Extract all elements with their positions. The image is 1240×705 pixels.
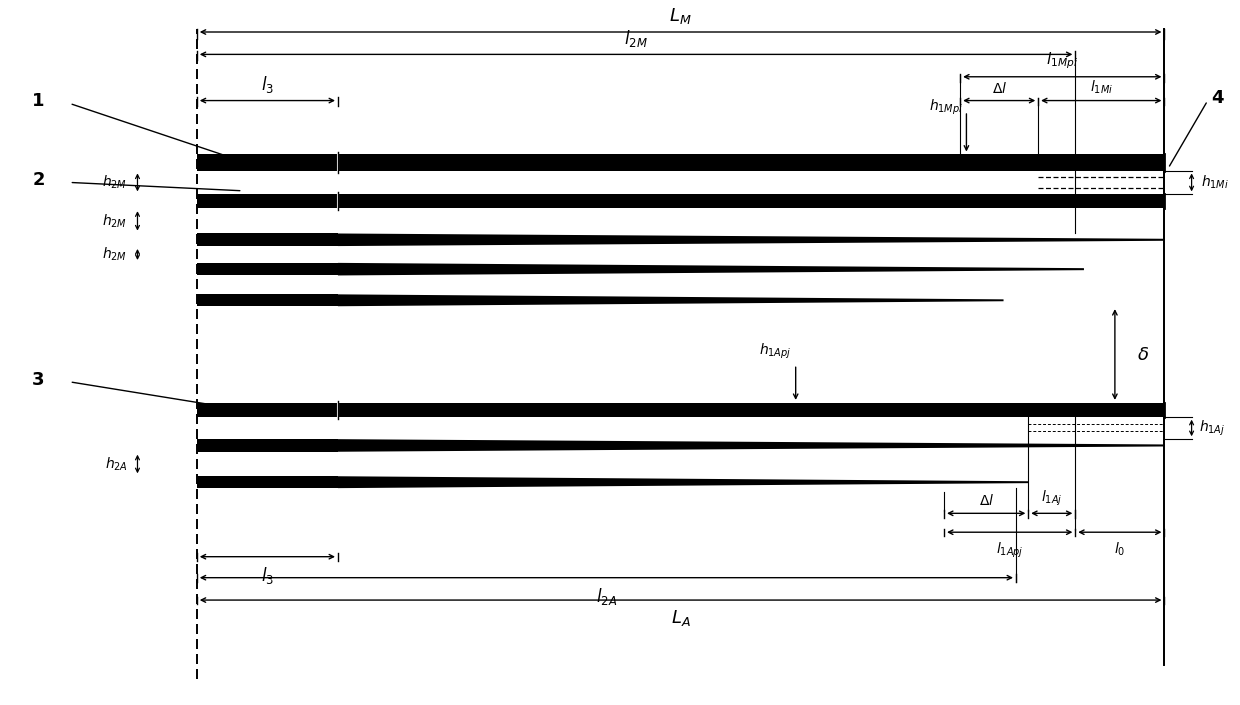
Text: $l_{1Mi}$: $l_{1Mi}$: [1090, 78, 1112, 96]
Text: 2: 2: [32, 171, 45, 190]
Text: $l_{2M}$: $l_{2M}$: [624, 27, 649, 49]
Text: $L_M$: $L_M$: [670, 6, 692, 26]
Text: $h_{2M}$: $h_{2M}$: [103, 212, 128, 230]
Text: 1: 1: [32, 92, 45, 109]
Text: $l_0$: $l_0$: [1115, 541, 1126, 558]
Text: $\Delta l$: $\Delta l$: [992, 80, 1007, 96]
Text: $h_{1Aj}$: $h_{1Aj}$: [1199, 418, 1225, 438]
Text: $h_{1Apj}$: $h_{1Apj}$: [759, 341, 792, 361]
Polygon shape: [197, 403, 1164, 417]
Text: 3: 3: [32, 371, 45, 388]
Text: $\delta$: $\delta$: [1137, 345, 1149, 364]
Text: $l_3$: $l_3$: [260, 565, 274, 586]
Polygon shape: [197, 263, 339, 276]
Text: $l_{1Mpi}$: $l_{1Mpi}$: [1047, 51, 1079, 71]
Polygon shape: [339, 477, 1028, 488]
Text: 4: 4: [1211, 90, 1224, 107]
Polygon shape: [339, 233, 1164, 246]
Polygon shape: [197, 439, 339, 452]
Text: $l_3$: $l_3$: [260, 74, 274, 95]
Text: $h_{2A}$: $h_{2A}$: [104, 455, 128, 472]
Text: $L_A$: $L_A$: [671, 608, 691, 628]
Text: $l_{1Apj}$: $l_{1Apj}$: [996, 541, 1023, 560]
Text: $h_{2M}$: $h_{2M}$: [103, 173, 128, 191]
Text: $l_{2A}$: $l_{2A}$: [595, 586, 618, 607]
Polygon shape: [197, 233, 339, 246]
Polygon shape: [197, 477, 339, 488]
Polygon shape: [197, 295, 339, 306]
Polygon shape: [339, 295, 1003, 306]
Polygon shape: [197, 154, 1164, 171]
Text: $l_{1Aj}$: $l_{1Aj}$: [1042, 489, 1063, 508]
Text: $h_{2M}$: $h_{2M}$: [103, 246, 128, 263]
Text: $h_{1Mi}$: $h_{1Mi}$: [1202, 173, 1230, 191]
Text: $\Delta l$: $\Delta l$: [978, 493, 993, 508]
Text: $h_{1Mpi}$: $h_{1Mpi}$: [929, 98, 962, 117]
Polygon shape: [339, 263, 1084, 276]
Polygon shape: [197, 195, 1164, 208]
Polygon shape: [339, 439, 1164, 452]
